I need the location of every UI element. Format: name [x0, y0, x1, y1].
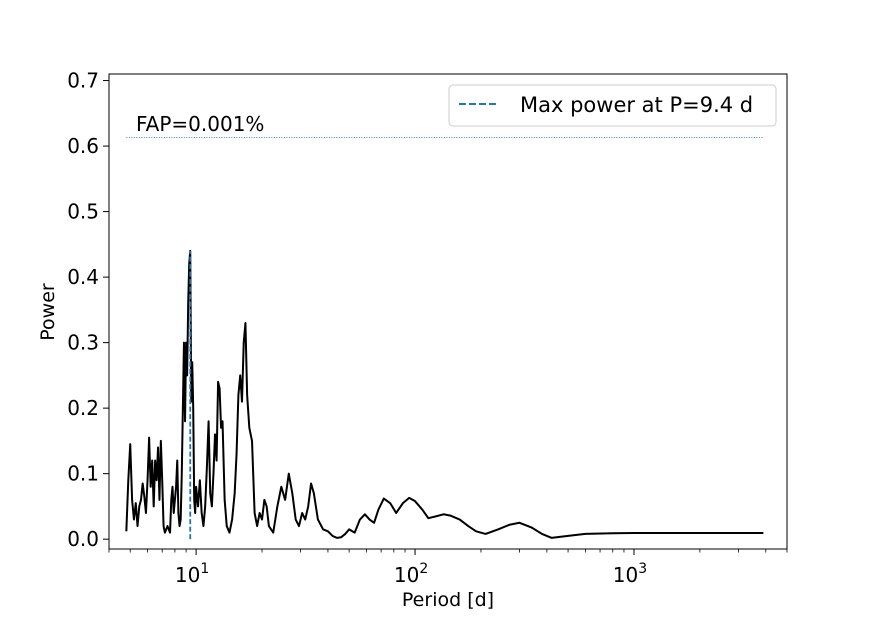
y-tick-label: 0.5: [67, 200, 99, 224]
power-series-line: [125, 249, 764, 539]
y-tick-label: 0.2: [67, 396, 99, 420]
axes-frame: [108, 73, 788, 550]
y-tick-label: 0.4: [67, 265, 99, 289]
legend-box: [448, 84, 777, 127]
y-tick-label: 0.3: [67, 331, 99, 355]
legend: Max power at P=9.4 d: [448, 84, 777, 127]
y-tick-label: 0.0: [67, 527, 99, 551]
y-tick-label: 0.7: [67, 69, 99, 93]
y-tick-label: 0.1: [67, 462, 99, 486]
legend-label-max-power: Max power at P=9.4 d: [520, 93, 753, 117]
plot-area: [125, 137, 764, 540]
y-tick-label: 0.6: [67, 134, 99, 158]
fap-label: FAP=0.001%: [136, 112, 264, 136]
x-axis-label: Period [d]: [402, 589, 494, 611]
y-axis-label: Power: [37, 283, 59, 341]
